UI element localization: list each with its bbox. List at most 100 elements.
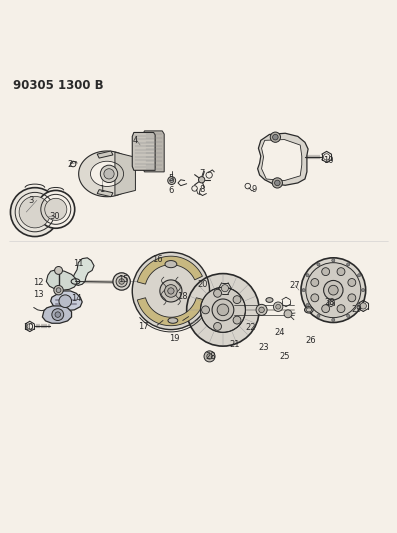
Circle shape	[217, 304, 229, 316]
Circle shape	[324, 280, 343, 300]
Text: 28: 28	[205, 352, 216, 361]
Circle shape	[160, 280, 182, 302]
Circle shape	[56, 288, 61, 293]
Circle shape	[272, 178, 283, 188]
Polygon shape	[46, 270, 77, 290]
Text: 2: 2	[68, 159, 73, 168]
Polygon shape	[137, 298, 204, 326]
Text: 16: 16	[152, 255, 162, 264]
Circle shape	[306, 274, 309, 277]
Polygon shape	[79, 151, 132, 197]
Circle shape	[332, 259, 335, 262]
Text: 4: 4	[133, 136, 138, 145]
Circle shape	[270, 132, 281, 142]
Text: 9: 9	[251, 185, 256, 194]
Text: 8: 8	[200, 185, 205, 194]
Circle shape	[54, 286, 63, 295]
Circle shape	[274, 302, 283, 311]
Circle shape	[362, 288, 364, 292]
Circle shape	[168, 176, 175, 184]
Text: 13: 13	[33, 290, 44, 300]
Polygon shape	[42, 306, 71, 324]
Text: 20: 20	[197, 280, 208, 289]
Text: 25: 25	[279, 352, 290, 361]
Circle shape	[322, 268, 330, 276]
Circle shape	[360, 303, 366, 309]
Text: 21: 21	[229, 340, 240, 349]
Text: 12: 12	[34, 278, 44, 287]
Polygon shape	[137, 256, 202, 284]
Circle shape	[273, 134, 278, 140]
Circle shape	[233, 316, 241, 324]
Text: 7: 7	[200, 169, 205, 179]
Circle shape	[45, 198, 67, 220]
Circle shape	[256, 304, 267, 316]
Circle shape	[165, 285, 177, 297]
Text: 22: 22	[245, 323, 256, 332]
Circle shape	[204, 351, 215, 362]
Text: 10: 10	[23, 323, 33, 332]
Circle shape	[207, 353, 212, 359]
Circle shape	[10, 188, 59, 237]
Circle shape	[322, 305, 330, 313]
Circle shape	[317, 314, 320, 318]
Text: 18: 18	[177, 292, 187, 301]
Circle shape	[306, 263, 361, 318]
Circle shape	[233, 296, 241, 304]
Circle shape	[212, 299, 234, 321]
Circle shape	[59, 295, 71, 308]
Ellipse shape	[165, 261, 177, 268]
Circle shape	[116, 276, 127, 287]
Ellipse shape	[266, 297, 273, 302]
Text: 29: 29	[352, 304, 362, 313]
Text: 19: 19	[169, 334, 179, 343]
Polygon shape	[97, 151, 113, 158]
Circle shape	[113, 273, 130, 290]
Text: 11: 11	[73, 259, 83, 268]
Polygon shape	[143, 131, 164, 172]
Text: 14: 14	[71, 294, 81, 303]
Circle shape	[55, 312, 60, 317]
Circle shape	[337, 305, 345, 313]
Text: 15: 15	[118, 274, 129, 284]
Text: 26: 26	[306, 336, 316, 345]
Text: 5: 5	[168, 174, 173, 183]
Circle shape	[214, 289, 222, 297]
Circle shape	[332, 318, 335, 321]
Circle shape	[284, 310, 292, 318]
Circle shape	[55, 266, 62, 274]
Text: 30: 30	[49, 212, 60, 221]
Circle shape	[347, 263, 350, 266]
Circle shape	[187, 273, 259, 346]
Text: 90305 1300 B: 90305 1300 B	[13, 79, 104, 92]
Text: 10: 10	[323, 156, 334, 165]
Circle shape	[317, 263, 320, 266]
Circle shape	[19, 196, 51, 228]
Polygon shape	[115, 152, 135, 196]
Polygon shape	[132, 252, 210, 329]
Circle shape	[358, 303, 360, 306]
Circle shape	[358, 274, 360, 277]
Circle shape	[301, 258, 366, 322]
Circle shape	[306, 303, 309, 306]
Ellipse shape	[168, 318, 178, 324]
Circle shape	[170, 179, 173, 182]
Polygon shape	[72, 258, 94, 286]
Circle shape	[222, 285, 228, 292]
Text: 1: 1	[99, 185, 104, 194]
Circle shape	[119, 279, 124, 284]
Circle shape	[328, 285, 338, 295]
Circle shape	[202, 306, 210, 314]
Circle shape	[100, 165, 118, 182]
Polygon shape	[51, 291, 82, 311]
Polygon shape	[132, 133, 155, 171]
Polygon shape	[91, 161, 123, 187]
Circle shape	[198, 176, 205, 183]
Text: 6: 6	[168, 187, 173, 195]
Circle shape	[337, 268, 345, 276]
Circle shape	[275, 180, 280, 185]
Polygon shape	[262, 140, 302, 181]
Ellipse shape	[304, 306, 313, 313]
Text: 24: 24	[274, 328, 285, 337]
Circle shape	[347, 314, 350, 318]
